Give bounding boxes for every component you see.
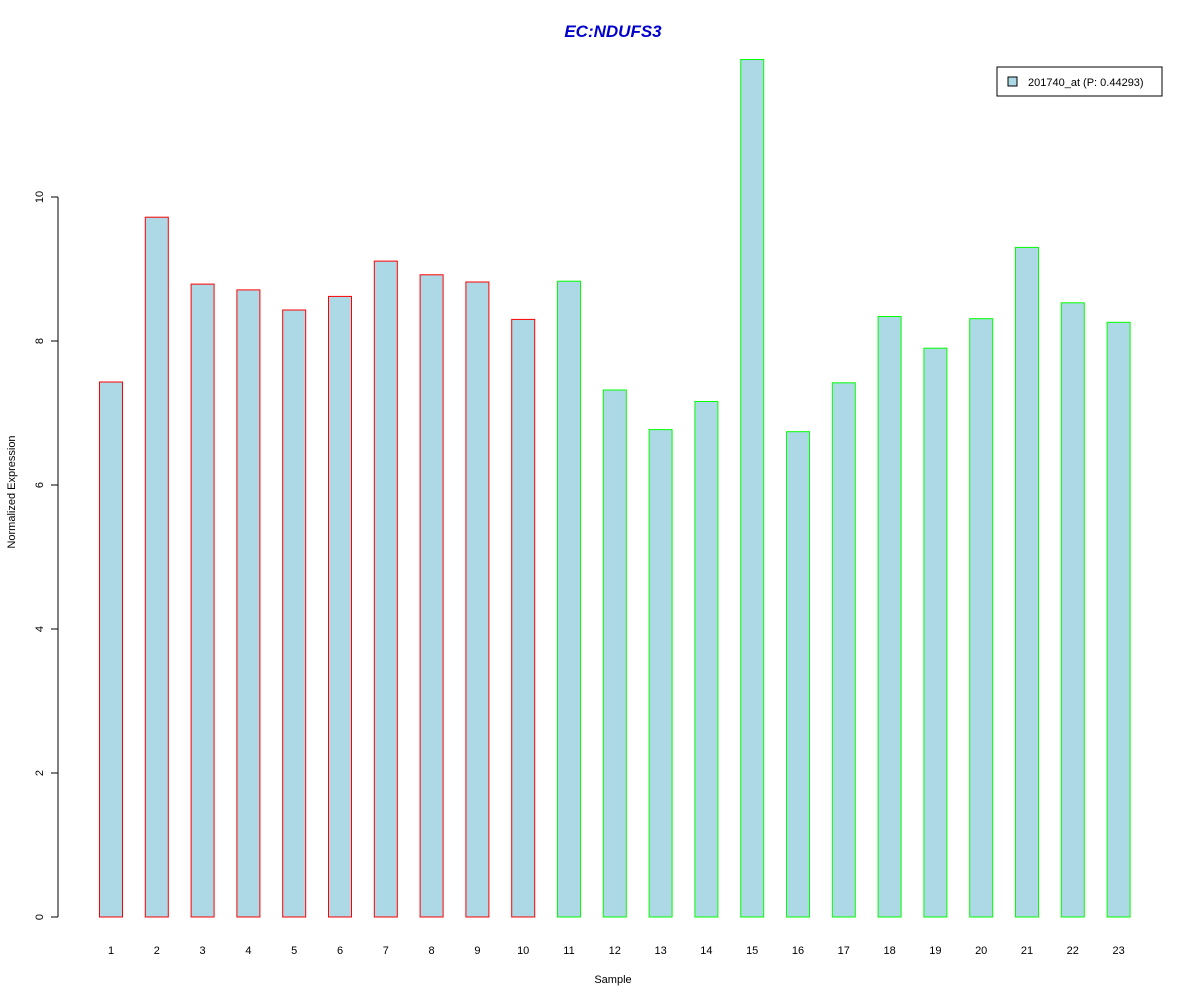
x-tick-label: 10 (517, 945, 529, 957)
x-tick-label: 4 (245, 945, 251, 957)
x-tick-label: 11 (563, 945, 574, 957)
bar-sample-15 (740, 59, 765, 918)
bar-sample-23 (1106, 321, 1131, 918)
x-tick-label: 20 (975, 945, 987, 957)
bar-sample-9 (465, 281, 490, 918)
x-tick-label: 2 (154, 945, 160, 957)
bar-sample-21 (1015, 246, 1039, 918)
x-tick-label: 18 (883, 945, 895, 957)
y-tick-label: 8 (34, 338, 46, 344)
bar-sample-11 (557, 280, 581, 918)
chart-title: EC:NDUFS3 (564, 22, 662, 41)
bar-sample-5 (282, 309, 307, 918)
legend-box (996, 66, 1163, 97)
x-tick-label: 16 (792, 945, 804, 957)
x-tick-label: 9 (474, 945, 480, 957)
x-axis-label: Sample (594, 974, 631, 986)
y-tick-label: 10 (34, 191, 46, 203)
bar-sample-4 (236, 289, 261, 918)
bar-sample-1 (99, 381, 123, 918)
x-tick-label: 14 (700, 945, 712, 957)
bar-sample-12 (602, 389, 627, 918)
bar-sample-19 (923, 347, 948, 918)
x-tick-label: 13 (654, 945, 666, 957)
x-tick-label: 19 (929, 945, 941, 957)
x-tick-label: 6 (337, 945, 343, 957)
bars-group (99, 59, 1131, 918)
y-axis: 0 2 4 6 8 10 (34, 191, 59, 920)
x-tick-label: 7 (383, 945, 389, 957)
x-tick-label: 23 (1112, 945, 1124, 957)
x-tick-label: 5 (291, 945, 297, 957)
bar-sample-8 (419, 274, 444, 918)
x-tick-label: 1 (108, 945, 114, 957)
bar-sample-13 (648, 429, 673, 918)
bar-sample-20 (969, 318, 994, 918)
bar-sample-6 (328, 295, 352, 918)
x-tick-label: 12 (609, 945, 621, 957)
y-tick-label: 2 (34, 770, 46, 776)
y-axis-label: Normalized Expression (6, 435, 18, 548)
x-axis-tick-labels: 1 2 3 4 5 6 7 8 9 10 11 12 13 14 15 16 17 18 19 20 21 22 23 (108, 945, 1125, 957)
bar-sample-3 (190, 283, 215, 918)
x-tick-label: 17 (838, 945, 850, 957)
bar-sample-17 (831, 382, 856, 918)
legend: 201740_at (P: 0.44293) (996, 66, 1163, 97)
x-tick-label: 3 (200, 945, 206, 957)
bar-sample-7 (373, 260, 398, 918)
x-tick-label: 15 (746, 945, 758, 957)
bar-sample-2 (144, 216, 169, 918)
y-tick-label: 0 (34, 914, 46, 920)
x-tick-label: 21 (1021, 945, 1033, 957)
x-tick-label: 8 (429, 945, 435, 957)
legend-label: 201740_at (P: 0.44293) (1028, 77, 1144, 89)
bar-sample-22 (1060, 302, 1085, 918)
legend-key (1007, 76, 1018, 87)
x-tick-label: 22 (1067, 945, 1079, 957)
bar-sample-18 (877, 316, 902, 918)
bar-sample-10 (511, 318, 536, 918)
bar-sample-16 (786, 431, 810, 918)
y-tick-label: 4 (34, 626, 46, 632)
y-tick-label: 6 (34, 482, 46, 488)
bar-sample-14 (694, 401, 719, 918)
